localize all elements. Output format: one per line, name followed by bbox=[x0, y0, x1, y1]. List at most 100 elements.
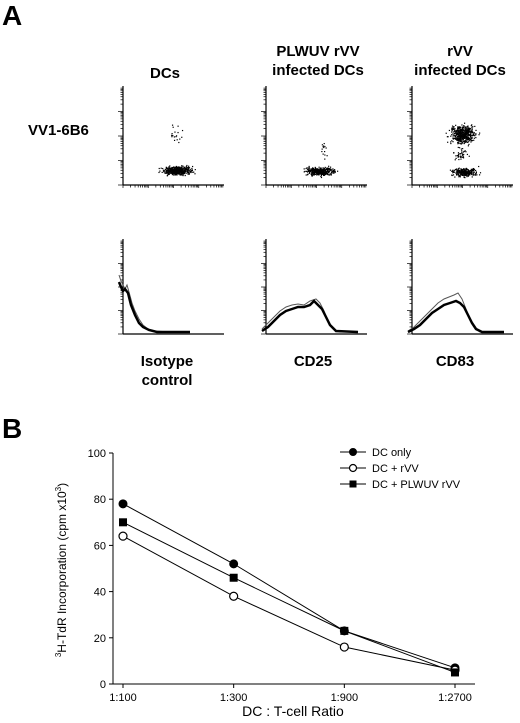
column-title-rvv: rVV infected DCs bbox=[400, 42, 520, 80]
event-dot bbox=[475, 172, 477, 174]
event-dot bbox=[172, 134, 174, 137]
event-dot bbox=[470, 141, 472, 143]
event-dot bbox=[463, 137, 466, 139]
event-dot bbox=[173, 168, 175, 170]
event-dot bbox=[474, 173, 476, 176]
event-dot bbox=[466, 136, 468, 139]
event-dot bbox=[337, 170, 339, 172]
event-dot bbox=[307, 168, 309, 170]
event-dot bbox=[332, 170, 335, 172]
event-dot bbox=[169, 167, 171, 169]
event-dot bbox=[460, 140, 462, 143]
data-point-filled-square bbox=[451, 668, 459, 677]
event-dot bbox=[468, 133, 470, 136]
dot-plot-dcs-dots bbox=[158, 124, 196, 177]
event-dot bbox=[450, 141, 452, 143]
event-dot bbox=[460, 155, 462, 157]
event-dot bbox=[455, 173, 458, 175]
event-dot bbox=[451, 140, 453, 142]
event-dot bbox=[452, 169, 454, 171]
event-dot bbox=[176, 139, 178, 141]
event-dot bbox=[169, 172, 171, 175]
event-dot bbox=[175, 136, 177, 138]
event-dot bbox=[467, 137, 469, 139]
event-dot bbox=[314, 173, 316, 175]
event-dot bbox=[182, 173, 184, 176]
event-dot bbox=[453, 131, 455, 133]
event-dot bbox=[168, 168, 170, 170]
event-dot bbox=[171, 133, 173, 135]
event-dot bbox=[470, 139, 472, 141]
event-dot bbox=[473, 168, 475, 170]
event-dot bbox=[463, 125, 465, 127]
event-dot bbox=[186, 164, 188, 167]
event-dot bbox=[164, 172, 166, 174]
event-dot bbox=[323, 172, 325, 174]
event-dot bbox=[307, 169, 309, 171]
event-dot bbox=[308, 165, 310, 168]
dot-plot-plwuv bbox=[261, 86, 367, 188]
event-dot bbox=[167, 169, 170, 171]
event-dot bbox=[461, 138, 463, 140]
event-dot bbox=[466, 126, 468, 128]
event-dot bbox=[466, 171, 468, 173]
event-dot bbox=[465, 173, 467, 176]
event-dot bbox=[320, 169, 322, 171]
y-tick-label: 20 bbox=[94, 633, 106, 645]
dot-plot-dcs bbox=[118, 86, 224, 188]
event-dot bbox=[312, 169, 314, 172]
event-dot bbox=[464, 168, 466, 170]
event-dot bbox=[321, 172, 323, 174]
event-dot bbox=[454, 135, 456, 137]
event-dot bbox=[461, 135, 463, 137]
event-dot bbox=[464, 172, 467, 175]
event-dot bbox=[459, 171, 461, 174]
event-dot bbox=[472, 172, 474, 174]
data-point-open-circle bbox=[348, 463, 358, 473]
event-dot bbox=[451, 174, 453, 176]
event-dot bbox=[464, 173, 466, 176]
event-dot bbox=[462, 173, 464, 175]
event-dot bbox=[177, 166, 179, 168]
event-dot bbox=[311, 174, 313, 176]
event-dot bbox=[181, 165, 183, 167]
event-dot bbox=[456, 137, 458, 139]
event-dot bbox=[462, 130, 464, 132]
event-dot bbox=[468, 170, 470, 172]
event-dot bbox=[170, 168, 172, 170]
dot-plot-rvv bbox=[407, 86, 513, 188]
event-dot bbox=[461, 150, 463, 152]
event-dot bbox=[457, 171, 459, 173]
event-dot bbox=[306, 167, 308, 169]
event-dot bbox=[465, 135, 467, 137]
event-dot bbox=[453, 152, 455, 154]
event-dot bbox=[469, 133, 472, 135]
event-dot bbox=[191, 167, 193, 170]
event-dot bbox=[461, 135, 463, 138]
x-axis-label: DC : T-cell Ratio bbox=[242, 703, 344, 719]
event-dot bbox=[471, 131, 474, 133]
event-dot bbox=[458, 136, 460, 138]
event-dot bbox=[456, 155, 458, 157]
line-chart: 0 20 40 60 80 100 1:100 1:300 1:900 1:2700 DC onl… bbox=[54, 447, 475, 719]
event-dot bbox=[314, 168, 316, 170]
event-dot bbox=[174, 171, 176, 174]
event-dot bbox=[465, 174, 467, 176]
event-dot bbox=[464, 171, 467, 173]
event-dot bbox=[324, 172, 326, 175]
event-dot bbox=[478, 174, 481, 176]
event-dot bbox=[452, 137, 454, 139]
event-dot bbox=[457, 129, 459, 131]
event-dot bbox=[317, 171, 319, 173]
histogram-label-cd25-line1: CD25 bbox=[293, 353, 333, 370]
event-dot bbox=[472, 173, 474, 175]
event-dot bbox=[167, 170, 169, 172]
event-dot bbox=[473, 133, 475, 136]
event-dot bbox=[462, 157, 465, 159]
event-dot bbox=[179, 170, 181, 172]
event-dot bbox=[463, 132, 465, 134]
event-dot bbox=[180, 173, 182, 175]
event-dot bbox=[456, 135, 459, 138]
event-dot bbox=[178, 168, 180, 170]
event-dot bbox=[457, 137, 459, 139]
